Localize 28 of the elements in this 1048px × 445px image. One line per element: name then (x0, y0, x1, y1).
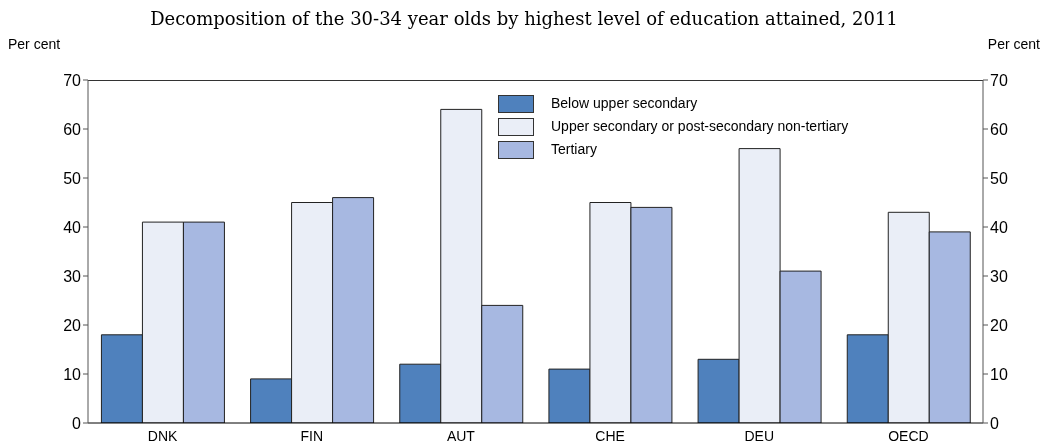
y-tick-label: 50 (63, 169, 82, 187)
y-tick-label: 0 (72, 414, 82, 432)
y-tick-label: 70 (63, 71, 82, 89)
y2-tick-label: 70 (990, 71, 1008, 89)
legend-label: Below upper secondary (551, 94, 698, 113)
chart-title: Decomposition of the 30-34 year olds by highest level of education attained, 2011 (149, 8, 899, 29)
y2-tick-label: 30 (990, 267, 1008, 285)
x-tick-label: AUT (446, 427, 476, 444)
y2-tick-label: 0 (990, 414, 999, 432)
y-tick-label: 60 (63, 120, 82, 138)
y-tick-label: 20 (63, 316, 82, 334)
y2-tick-label: 40 (990, 218, 1008, 236)
legend-label: Tertiary (551, 140, 597, 159)
x-tick-label: FIN (300, 427, 324, 444)
y-tick-label: 10 (63, 365, 82, 383)
x-tick-label: CHE (595, 427, 625, 444)
y-tick-label: 30 (63, 267, 82, 285)
y-axis-title: Per cent (8, 36, 61, 52)
y2-tick-label: 50 (990, 169, 1008, 187)
x-tick-label: DEU (744, 427, 775, 444)
y2-tick-label: 60 (990, 120, 1008, 138)
y2-axis-title: Per cent (987, 36, 1040, 52)
y2-tick-label: 10 (990, 365, 1008, 383)
y2-tick-label: 20 (990, 316, 1008, 334)
legend-label: Upper secondary or post-secondary non-tertiary (551, 117, 849, 136)
x-tick-label: OECD (888, 427, 929, 444)
y-tick-label: 40 (63, 218, 82, 236)
x-tick-label: DNK (147, 427, 179, 444)
